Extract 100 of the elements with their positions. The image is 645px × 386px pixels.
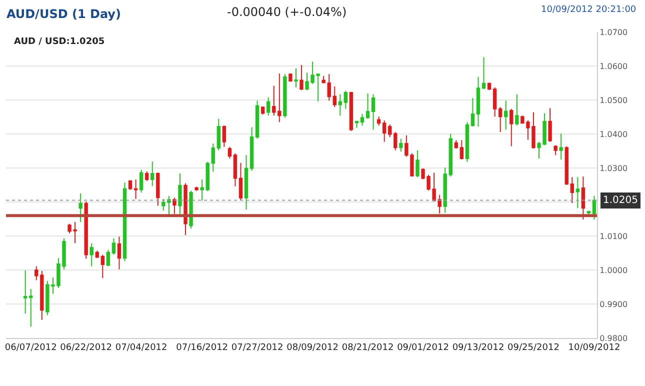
y-tick-label: 0.9900	[600, 300, 628, 309]
text: 10/09/2012 20:21:00	[541, 5, 636, 15]
candlestick	[576, 176, 580, 209]
candlestick	[200, 179, 204, 202]
candlestick	[338, 94, 342, 116]
x-tick-label: 06/22/2012	[60, 342, 112, 353]
candlestick	[34, 266, 38, 281]
candlestick	[332, 86, 336, 108]
candlestick	[510, 108, 514, 147]
candlestick	[100, 254, 105, 279]
candlestick	[548, 108, 552, 142]
x-tick-label: 08/09/2012	[286, 342, 338, 353]
candlestick	[504, 100, 508, 130]
candlestick	[354, 120, 359, 128]
candlestick	[554, 144, 558, 156]
candlestick	[399, 138, 403, 152]
candlestick	[586, 210, 591, 216]
candlestick	[460, 140, 464, 160]
candlestick	[465, 122, 470, 162]
candlestick	[84, 201, 88, 260]
candlestick	[448, 133, 452, 177]
x-tick-label: 07/27/2012	[231, 342, 284, 353]
y-tick-label: 1.0600	[600, 62, 628, 71]
candlestick	[244, 154, 248, 210]
x-tick-label: 08/21/2012	[342, 342, 394, 353]
candlestick	[592, 195, 596, 220]
candlestick	[322, 75, 326, 84]
x-tick-label: 09/01/2012	[397, 342, 449, 353]
candlestick	[95, 250, 99, 259]
candlestick	[184, 182, 188, 236]
candlestick	[194, 186, 198, 192]
candlestick	[216, 118, 220, 151]
candlestick	[294, 68, 298, 88]
candlestick	[581, 176, 586, 220]
candlestick	[349, 91, 354, 132]
ref-line-label: 1.0205	[603, 195, 638, 206]
candlestick	[172, 197, 176, 214]
candlestick	[189, 190, 193, 230]
candlestick	[366, 93, 370, 120]
y-tick-label: 1.0400	[600, 130, 628, 139]
candlestick	[260, 106, 265, 116]
candlestick	[228, 146, 232, 159]
candlestick	[376, 116, 381, 126]
candlestick	[388, 124, 392, 138]
candlestick	[470, 97, 475, 128]
candlestick	[90, 242, 94, 267]
candlestick	[476, 76, 480, 128]
text: -0.00040 (+-0.04%)	[227, 5, 347, 19]
candlestick	[222, 125, 226, 148]
candlestick	[559, 133, 563, 160]
x-tick-label: 07/04/2012	[115, 342, 168, 353]
x-tick-label: 09/25/2012	[508, 342, 560, 353]
x-tick-label: 07/16/2012	[176, 342, 228, 353]
candlestick	[144, 170, 149, 182]
candlestick	[255, 100, 260, 140]
candlestick	[117, 236, 122, 270]
annotation: AUD / USD:1.0205	[14, 37, 105, 47]
candlestick	[482, 56, 486, 90]
candlestick	[454, 140, 458, 150]
candlestick	[300, 64, 304, 91]
candlestick	[416, 150, 420, 178]
candlestick	[327, 74, 331, 102]
candlestick	[233, 152, 238, 187]
candlestick	[40, 270, 44, 320]
candlestick	[498, 106, 502, 132]
candlestick	[360, 113, 364, 126]
candlestick	[570, 176, 574, 204]
x-tick-label: 09/13/2012	[452, 342, 504, 353]
y-tick-label: 1.0700	[600, 28, 628, 37]
candlestick	[250, 126, 254, 172]
candlestick	[106, 249, 110, 267]
y-tick-label: 0.9800	[600, 334, 628, 343]
candlestick	[134, 179, 138, 200]
candlestick	[156, 172, 160, 206]
x-tick-label: 06/07/2012	[4, 342, 57, 353]
candlestick	[150, 161, 154, 187]
candlestick	[344, 90, 348, 110]
candlestick	[178, 172, 182, 214]
candlestick	[139, 169, 144, 193]
chart-title: AUD/USD (1 Day)	[6, 7, 121, 22]
candlestick	[238, 162, 243, 201]
candlestick	[266, 96, 270, 116]
candlestick	[29, 288, 33, 328]
candlestick	[278, 72, 282, 123]
candlestick	[492, 86, 497, 118]
y-tick-label: 1.0300	[600, 164, 628, 173]
candlestick	[382, 120, 386, 142]
candlestick	[272, 85, 276, 116]
candlestick	[443, 167, 447, 214]
candlestick	[288, 72, 292, 82]
candlestick	[487, 82, 492, 91]
candlestick	[394, 131, 398, 151]
candlestick	[515, 94, 519, 126]
candlestick	[206, 161, 210, 192]
candlestick	[564, 146, 568, 186]
candlestick	[211, 143, 215, 172]
candlestick	[128, 180, 132, 190]
candlestick	[112, 238, 116, 256]
candlestick	[78, 193, 82, 223]
y-tick-label: 1.0100	[600, 232, 628, 241]
